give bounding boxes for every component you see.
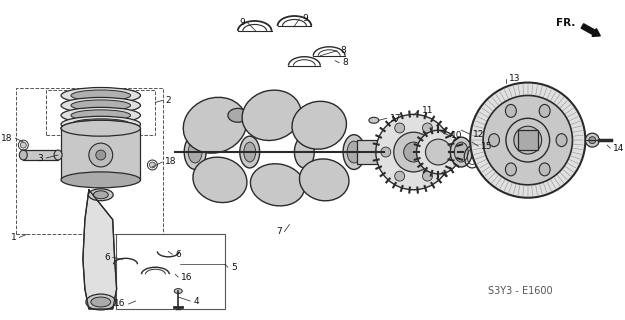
Circle shape — [395, 171, 404, 181]
Text: 5: 5 — [231, 263, 237, 272]
Circle shape — [21, 142, 26, 148]
Ellipse shape — [86, 294, 116, 310]
FancyBboxPatch shape — [518, 130, 538, 150]
Text: 15: 15 — [481, 141, 492, 151]
Ellipse shape — [454, 142, 468, 162]
Text: S3Y3 - E1600: S3Y3 - E1600 — [488, 286, 552, 296]
Circle shape — [470, 83, 586, 198]
Text: 8: 8 — [340, 46, 346, 55]
Text: 8: 8 — [342, 58, 348, 67]
Bar — [116, 235, 225, 309]
Bar — [46, 91, 156, 135]
Text: 4: 4 — [193, 297, 199, 306]
Ellipse shape — [174, 289, 182, 293]
Bar — [16, 87, 163, 235]
Bar — [357, 140, 387, 164]
Circle shape — [149, 162, 156, 168]
Ellipse shape — [71, 90, 131, 101]
Ellipse shape — [240, 136, 259, 168]
Text: 14: 14 — [613, 144, 624, 153]
Bar — [23, 150, 58, 160]
Text: 3: 3 — [38, 154, 43, 163]
Ellipse shape — [292, 101, 346, 149]
Ellipse shape — [54, 150, 62, 160]
Ellipse shape — [184, 135, 206, 169]
Ellipse shape — [183, 97, 247, 153]
Circle shape — [96, 150, 106, 160]
Circle shape — [395, 123, 404, 133]
Ellipse shape — [251, 164, 304, 206]
Text: 6: 6 — [175, 250, 181, 259]
Circle shape — [436, 147, 446, 157]
Circle shape — [422, 123, 432, 133]
Bar — [61, 128, 141, 180]
Ellipse shape — [188, 141, 202, 163]
Ellipse shape — [71, 119, 131, 130]
Ellipse shape — [71, 110, 131, 121]
Text: 13: 13 — [509, 74, 521, 83]
Ellipse shape — [61, 120, 141, 136]
Text: 6: 6 — [104, 253, 110, 262]
Ellipse shape — [61, 97, 141, 113]
Ellipse shape — [589, 137, 596, 144]
Ellipse shape — [91, 297, 111, 307]
Ellipse shape — [451, 137, 472, 167]
Circle shape — [381, 147, 391, 157]
Circle shape — [506, 118, 549, 162]
Circle shape — [422, 171, 432, 181]
Ellipse shape — [489, 134, 499, 147]
Ellipse shape — [347, 141, 361, 163]
Ellipse shape — [88, 189, 113, 201]
Ellipse shape — [61, 87, 141, 103]
Text: 16: 16 — [181, 273, 192, 282]
Ellipse shape — [506, 163, 516, 176]
Text: 1: 1 — [11, 233, 16, 242]
Text: 7: 7 — [276, 227, 281, 236]
Text: 2: 2 — [166, 96, 171, 105]
Ellipse shape — [506, 104, 516, 117]
FancyArrow shape — [581, 24, 600, 36]
Ellipse shape — [539, 104, 550, 117]
Ellipse shape — [299, 159, 349, 201]
Ellipse shape — [244, 142, 256, 162]
Ellipse shape — [61, 172, 141, 188]
Ellipse shape — [556, 134, 567, 147]
Ellipse shape — [61, 120, 141, 136]
Ellipse shape — [586, 133, 599, 147]
Text: 17: 17 — [390, 114, 401, 123]
Circle shape — [376, 114, 451, 190]
Ellipse shape — [93, 191, 108, 199]
Ellipse shape — [61, 116, 141, 132]
Text: 9: 9 — [302, 14, 308, 23]
Ellipse shape — [369, 117, 379, 123]
Circle shape — [394, 132, 434, 172]
Circle shape — [404, 142, 424, 162]
Ellipse shape — [380, 140, 394, 164]
Ellipse shape — [19, 150, 28, 160]
Ellipse shape — [228, 108, 248, 122]
Circle shape — [521, 133, 535, 147]
Ellipse shape — [193, 157, 247, 203]
Circle shape — [483, 95, 572, 185]
Ellipse shape — [539, 163, 550, 176]
Circle shape — [89, 143, 112, 167]
Circle shape — [426, 139, 451, 165]
Text: FR.: FR. — [556, 18, 576, 28]
Text: 11: 11 — [421, 106, 433, 115]
Circle shape — [514, 126, 542, 154]
Text: 9: 9 — [239, 19, 245, 28]
Text: 10: 10 — [451, 131, 463, 140]
Ellipse shape — [71, 100, 131, 111]
Text: 18: 18 — [1, 134, 12, 143]
Ellipse shape — [294, 136, 314, 168]
Text: 16: 16 — [114, 300, 126, 308]
Text: 12: 12 — [473, 130, 484, 139]
Polygon shape — [83, 190, 117, 309]
Circle shape — [416, 130, 460, 174]
Ellipse shape — [343, 135, 365, 169]
Ellipse shape — [242, 90, 301, 140]
Text: 18: 18 — [166, 157, 177, 166]
Ellipse shape — [61, 108, 141, 123]
